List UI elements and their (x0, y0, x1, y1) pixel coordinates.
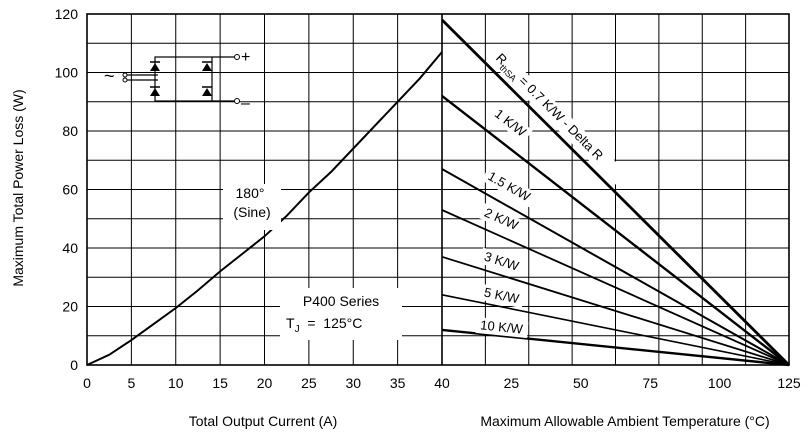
rth-label-background (475, 316, 529, 339)
series (86, 18, 790, 367)
x-tick-label-current: 10 (168, 375, 184, 391)
plus-terminal: + (241, 49, 250, 66)
tj-subscript: J (295, 324, 300, 335)
junction-temp-annotation: TJ = 125°C (286, 315, 362, 335)
sine-power-loss-curve (86, 51, 443, 366)
sine-curve-label-line1: 180° (236, 185, 265, 201)
derating-line (441, 168, 790, 366)
rth-label: 10 K/W (480, 317, 525, 336)
diode-icon (150, 88, 160, 96)
tj-symbol: T (286, 315, 295, 331)
y-tick-label: 80 (62, 123, 78, 139)
x-tick-label-temperature: 25 (504, 375, 520, 391)
derating-line (441, 18, 790, 366)
y-tick-label: 20 (62, 299, 78, 315)
rth-label-group: 5 K/W (478, 283, 525, 309)
x-tick-labels-current: 0 5 10 15 20 25 30 35 40 (83, 375, 450, 391)
grid (86, 13, 790, 366)
rth-label-background (478, 203, 525, 236)
derating-line (441, 255, 790, 366)
rth-label-background (481, 166, 541, 210)
x-tick-label-temperature: 100 (708, 375, 732, 391)
x-tick-label-current: 0 (83, 375, 91, 391)
x-tick-label-temperature: 50 (573, 375, 589, 391)
y-axis-label: Maximum Total Power Loss (W) (10, 89, 26, 286)
rth-label: 2 K/W (482, 205, 521, 233)
sine-curve-label-line2: (Sine) (233, 204, 270, 220)
x-tick-label-current: 40 (434, 375, 450, 391)
y-tick-label: 0 (70, 357, 78, 373)
rth-value: = 0.7 K/W - Delta R (513, 71, 606, 163)
rth-label-background (478, 247, 526, 276)
x-tick-label-current: 5 (127, 375, 135, 391)
derating-line (441, 328, 790, 367)
derating-line (441, 294, 790, 366)
rth-label-background (478, 283, 525, 309)
y-tick-label: 40 (62, 240, 78, 256)
ac-symbol: ~ (104, 66, 115, 86)
rth-label-group: 1.5 K/W (481, 166, 541, 210)
rth-label-background (488, 47, 627, 186)
derating-line (441, 94, 790, 366)
tj-value: = 125°C (300, 315, 363, 331)
plot-border (86, 13, 790, 366)
x-axis-label-current: Total Output Current (A) (189, 413, 338, 429)
rth-label-background (488, 103, 533, 144)
x-tick-labels-temperature: 25 50 75 100 125 (504, 375, 801, 391)
minus-terminal: – (241, 95, 250, 112)
y-tick-labels: 0 20 40 60 80 100 120 (55, 6, 79, 373)
bridge-rectifier-schematic: ~ + – (104, 49, 250, 112)
series-annotation: P400 Series (303, 293, 379, 309)
x-tick-label-current: 30 (345, 375, 361, 391)
y-tick-label: 100 (55, 65, 79, 81)
diode-icon (150, 63, 160, 71)
x-tick-label-current: 15 (212, 375, 228, 391)
diode-icon (202, 88, 212, 96)
x-tick-label-current: 20 (257, 375, 273, 391)
plot-frame (86, 13, 790, 366)
y-tick-label: 60 (62, 182, 78, 198)
rth-label: 5 K/W (483, 285, 521, 307)
x-tick-label-temperature: 125 (777, 375, 801, 391)
x-tick-label-current: 25 (301, 375, 317, 391)
x-tick-label-temperature: 75 (642, 375, 658, 391)
rth-label-group: 10 K/W (475, 316, 529, 339)
y-tick-label: 120 (55, 6, 79, 22)
x-tick-label-current: 35 (390, 375, 406, 391)
diode-icon (202, 63, 212, 71)
derating-line (441, 209, 790, 366)
x-axis-label-temperature: Maximum Allowable Ambient Temperature (°… (480, 413, 769, 429)
